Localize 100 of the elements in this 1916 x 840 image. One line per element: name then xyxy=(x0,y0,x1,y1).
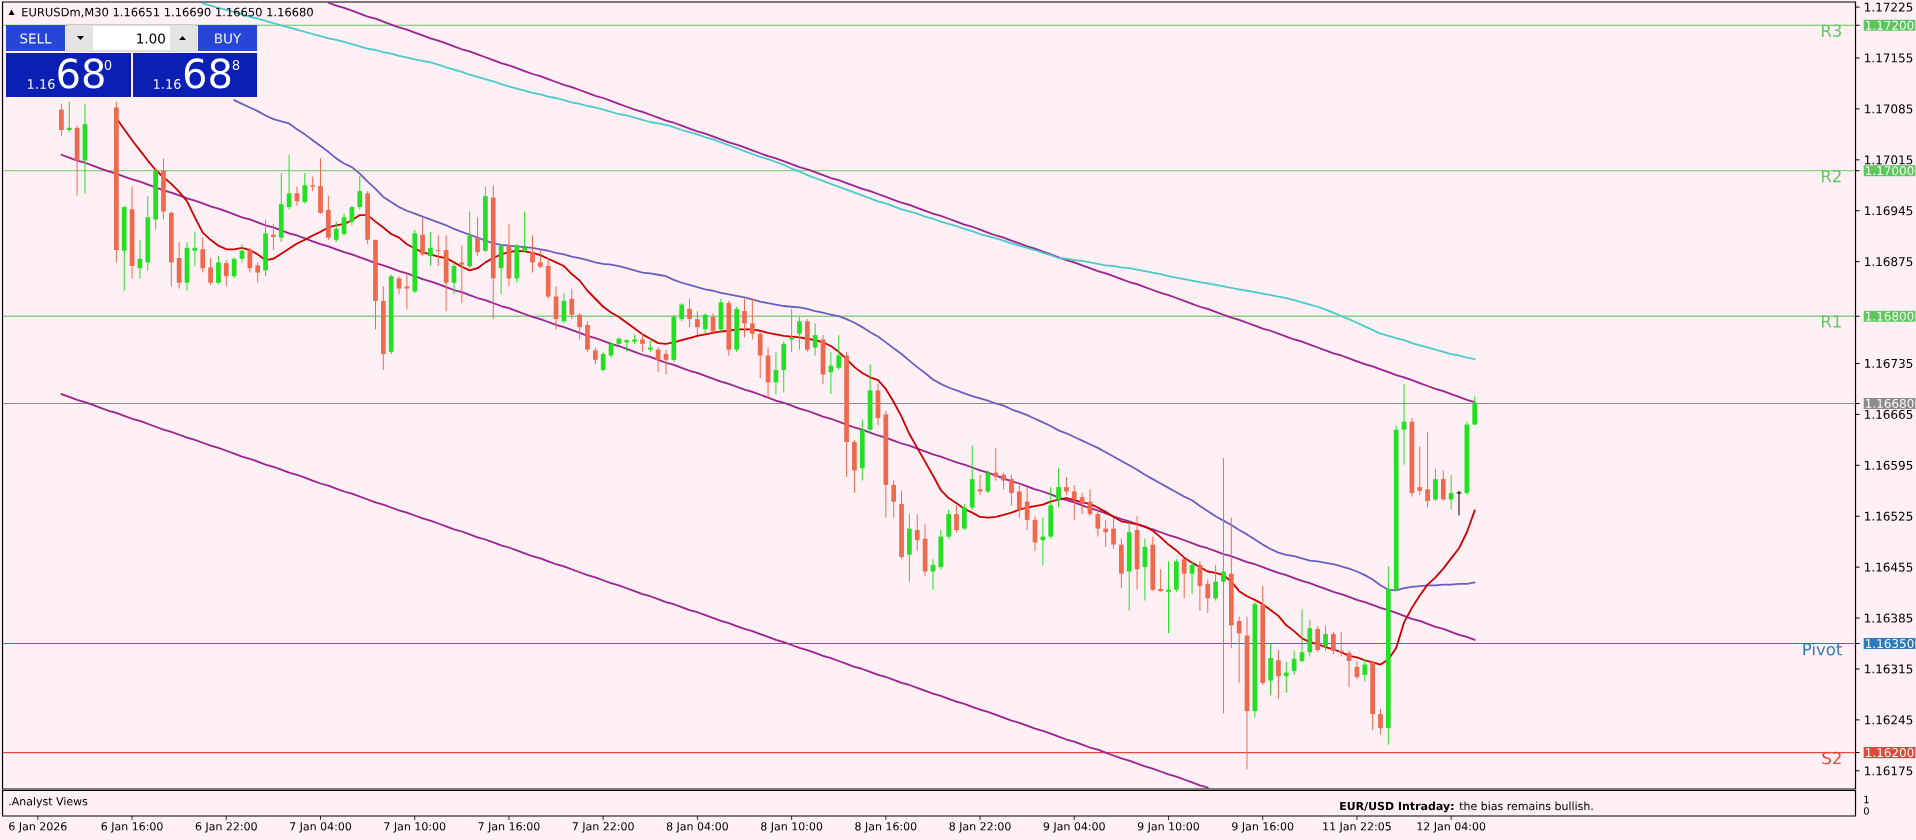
annotation: 1.16 xyxy=(27,79,55,89)
candlestick xyxy=(1323,625,1328,652)
x-tick-label: 9 Jan 16:00 xyxy=(1232,822,1294,833)
candlestick xyxy=(946,509,951,540)
x-tick-label: 6 Jan 2026 xyxy=(9,822,67,833)
candlestick xyxy=(420,216,425,257)
candlestick xyxy=(1158,568,1163,593)
candlestick xyxy=(1268,643,1273,696)
annotation: 68 xyxy=(58,58,104,89)
candlestick xyxy=(914,513,920,552)
candlestick xyxy=(750,298,755,340)
annotation: 0 xyxy=(104,60,112,70)
candlestick xyxy=(1009,474,1014,506)
candlestick xyxy=(435,234,441,267)
candlestick xyxy=(569,288,575,320)
y-tick-label: 1.17200 xyxy=(1866,20,1914,30)
candlestick xyxy=(333,221,339,243)
ref-line-label: R1 xyxy=(1821,315,1841,328)
y-tick-label: 1.17155 xyxy=(1865,53,1913,63)
y-tick-label: 1.17225 xyxy=(1865,2,1913,12)
y-tick-label: 1.17015 xyxy=(1865,155,1913,165)
candlestick xyxy=(1016,484,1022,519)
y-tick-label: 1.17085 xyxy=(1865,104,1913,114)
candlestick xyxy=(1378,708,1383,735)
x-tick-label: 6 Jan 22:00 xyxy=(195,822,257,833)
candlestick xyxy=(1472,395,1478,426)
candlestick xyxy=(66,101,72,133)
x-tick-label: 8 Jan 10:00 xyxy=(761,822,823,833)
text: EUR/USD Intraday: the bias remains bullish. xyxy=(1340,801,1593,813)
candlestick xyxy=(600,351,606,372)
candlestick xyxy=(302,172,308,204)
y-tick-label: 1.16735 xyxy=(1865,358,1913,369)
y-tick-label: 1.16595 xyxy=(1865,460,1913,470)
candlestick xyxy=(357,175,363,210)
candlestick xyxy=(1064,476,1069,496)
candlestick xyxy=(1205,579,1211,614)
text: 1 xyxy=(1864,795,1869,804)
x-tick-label: 8 Jan 16:00 xyxy=(855,822,917,833)
candlestick xyxy=(1276,649,1281,700)
candlestick xyxy=(1166,560,1171,634)
x-tick-label: 8 Jan 22:00 xyxy=(949,822,1011,833)
candlestick xyxy=(247,247,253,274)
y-tick-label: 1.16245 xyxy=(1865,715,1913,725)
candlestick xyxy=(993,447,999,482)
candlestick xyxy=(1362,658,1368,682)
x-tick-label: 12 Jan 04:00 xyxy=(1417,822,1486,833)
annotation: 1.16 xyxy=(153,79,181,89)
annotation: 8 xyxy=(232,60,240,70)
candlestick xyxy=(1213,564,1218,602)
y-tick-label: 1.16800 xyxy=(1866,311,1914,321)
x-tick-label: 9 Jan 10:00 xyxy=(1137,822,1200,833)
x-tick-label: 7 Jan 16:00 xyxy=(478,822,540,833)
candlestick xyxy=(695,310,700,336)
candlestick xyxy=(538,249,543,269)
text: .Analyst Views xyxy=(9,796,88,808)
candlestick xyxy=(687,298,692,328)
candlestick xyxy=(577,312,582,340)
candlestick xyxy=(1079,492,1085,515)
candlestick xyxy=(1181,558,1187,599)
candlestick xyxy=(200,237,206,274)
candlestick xyxy=(271,223,276,251)
candlestick xyxy=(836,334,842,371)
candlestick xyxy=(1425,431,1430,508)
candlestick xyxy=(1307,619,1313,658)
candlestick xyxy=(208,257,213,286)
candlestick xyxy=(475,216,480,257)
candlestick xyxy=(216,255,221,285)
candlestick xyxy=(1236,616,1242,684)
candlestick xyxy=(640,333,645,353)
candlestick xyxy=(1095,509,1101,538)
text: 0 xyxy=(1863,807,1869,815)
candlestick xyxy=(1433,468,1438,502)
x-tick-label: 6 Jan 16:00 xyxy=(101,822,163,833)
candlestick xyxy=(930,558,936,591)
candlestick xyxy=(1440,469,1446,502)
candlestick xyxy=(1331,631,1336,655)
candlestick xyxy=(961,503,967,531)
candlestick xyxy=(1221,457,1226,714)
y-tick-label: 1.16875 xyxy=(1865,257,1913,267)
annotation: 68 xyxy=(184,58,231,89)
candlestick xyxy=(624,338,630,353)
y-tick-label: 1.16315 xyxy=(1865,664,1913,674)
candlestick xyxy=(59,103,64,137)
candlestick xyxy=(679,302,685,322)
y-tick-label: 1.16175 xyxy=(1865,766,1913,776)
annotation: 1.00 xyxy=(137,33,165,44)
ref-line-label: R3 xyxy=(1821,24,1841,37)
candlestick xyxy=(428,231,433,267)
candlestick xyxy=(255,261,261,284)
candlestick xyxy=(404,274,410,310)
candlestick xyxy=(797,316,802,351)
candlestick xyxy=(522,210,528,253)
candlestick xyxy=(1056,467,1061,508)
candlestick xyxy=(396,275,402,295)
candlestick xyxy=(1024,486,1030,531)
annotation: BUY xyxy=(215,33,242,44)
y-tick-label: 1.16945 xyxy=(1865,206,1913,216)
y-tick-label: 1.16455 xyxy=(1865,562,1913,572)
y-tick-label: 1.17000 xyxy=(1866,166,1914,176)
candlestick xyxy=(459,245,465,304)
